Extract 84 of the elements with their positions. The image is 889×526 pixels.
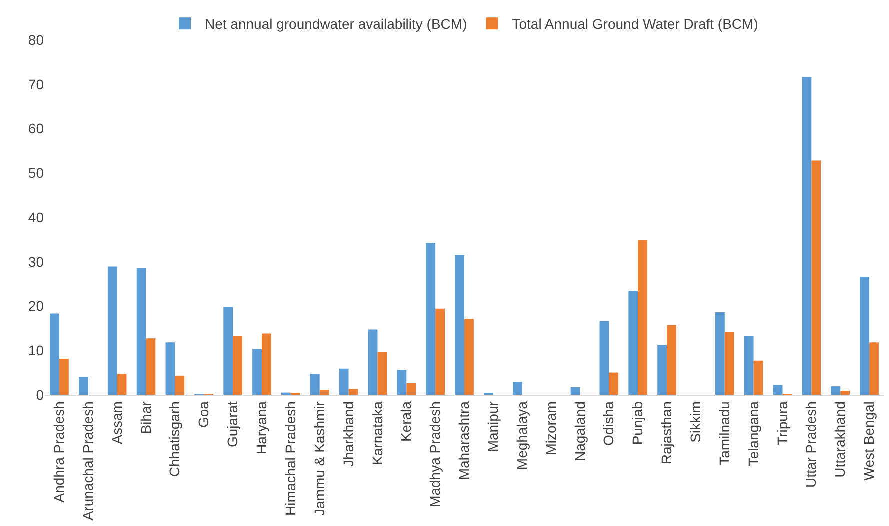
x-tick-label: Goa xyxy=(196,401,212,428)
y-tick-label: 0 xyxy=(36,386,44,403)
y-tick-label: 40 xyxy=(28,209,44,226)
x-tick-label: Gujarat xyxy=(224,402,241,448)
bar xyxy=(436,308,445,395)
y-tick-label: 30 xyxy=(28,254,44,270)
x-tick-label: Sikkim xyxy=(688,402,704,443)
bar xyxy=(426,243,436,395)
x-tick-label: Arunachal Pradesh xyxy=(80,402,96,521)
y-tick-label: 70 xyxy=(28,76,44,92)
bar xyxy=(464,319,474,395)
x-tick-label: Manipur xyxy=(484,401,501,452)
x-tick-label: Uttar Pradesh xyxy=(803,402,820,488)
bar xyxy=(802,77,812,395)
bar xyxy=(108,266,118,395)
bar xyxy=(397,370,407,395)
bar xyxy=(658,345,668,395)
bar xyxy=(667,325,676,395)
bar xyxy=(78,377,88,395)
legend-label: Total Annual Ground Water Draft (BCM) xyxy=(512,16,758,32)
bar xyxy=(724,332,734,395)
bar xyxy=(870,342,879,395)
y-tick-label: 50 xyxy=(28,165,44,182)
bar xyxy=(378,352,388,395)
bar xyxy=(570,387,580,395)
x-tick-label: Tripura xyxy=(774,401,790,446)
x-tick-label: Telangana xyxy=(745,401,762,466)
y-tick-label: 60 xyxy=(28,120,44,137)
bar xyxy=(224,307,234,395)
y-tick-label: 10 xyxy=(28,342,44,359)
bar xyxy=(715,312,725,395)
x-tick-label: Rajasthan xyxy=(658,402,675,465)
bar xyxy=(406,383,416,395)
bar xyxy=(175,376,185,395)
bar xyxy=(59,359,69,395)
x-tick-label: Jammu & Kashmir xyxy=(311,401,328,516)
x-tick-label: Kerala xyxy=(398,401,414,442)
bar xyxy=(262,334,272,395)
x-tick-label: Assam xyxy=(108,402,125,444)
x-tick-label: Maharashtra xyxy=(456,401,472,480)
x-tick-label: Karnataka xyxy=(369,401,386,466)
x-tick-label: Mizoram xyxy=(542,402,559,456)
x-tick-label: Madhya Pradesh xyxy=(427,402,444,508)
bar xyxy=(840,391,850,395)
x-tick-label: Jharkhand xyxy=(340,402,356,467)
x-tick-label: Odisha xyxy=(600,401,617,446)
bar xyxy=(512,382,522,395)
x-tick-label: Tamilnadu xyxy=(716,402,732,466)
bar xyxy=(368,330,378,395)
bar xyxy=(252,349,262,395)
bar xyxy=(600,321,610,395)
bar xyxy=(348,389,358,395)
bar xyxy=(609,372,619,395)
x-tick-label: Punjab xyxy=(630,401,646,446)
bar xyxy=(117,374,127,395)
x-tick-label: Nagaland xyxy=(572,402,588,462)
bar xyxy=(754,360,764,395)
x-tick-label: Meghalaya xyxy=(514,401,530,470)
x-tick-label: Himachal Pradesh xyxy=(282,402,298,516)
x-tick-label: Haryana xyxy=(254,401,270,455)
bar xyxy=(233,336,242,395)
bar xyxy=(146,338,156,395)
y-tick-label: 80 xyxy=(28,32,44,48)
bar xyxy=(166,342,176,395)
bar xyxy=(628,291,638,395)
bar xyxy=(50,314,60,395)
bar xyxy=(773,385,783,395)
y-tick-label: 20 xyxy=(28,298,44,314)
bar xyxy=(455,255,464,395)
x-tick-label: Andhra Pradesh xyxy=(51,402,68,503)
x-tick-label: Chhatisgarh xyxy=(166,402,183,478)
bar xyxy=(860,276,870,395)
bar xyxy=(339,368,349,395)
bar xyxy=(310,374,320,395)
legend-label: Net annual groundwater availability (BCM) xyxy=(205,16,468,32)
x-tick-label: West Bengal xyxy=(861,402,878,481)
bar xyxy=(744,336,754,395)
bar xyxy=(831,386,841,395)
bar xyxy=(638,240,648,395)
bar xyxy=(136,268,146,395)
x-tick-label: Uttarakhand xyxy=(832,402,848,478)
bar xyxy=(320,390,330,395)
x-tick-label: Bihar xyxy=(138,401,154,434)
bar xyxy=(812,160,822,395)
